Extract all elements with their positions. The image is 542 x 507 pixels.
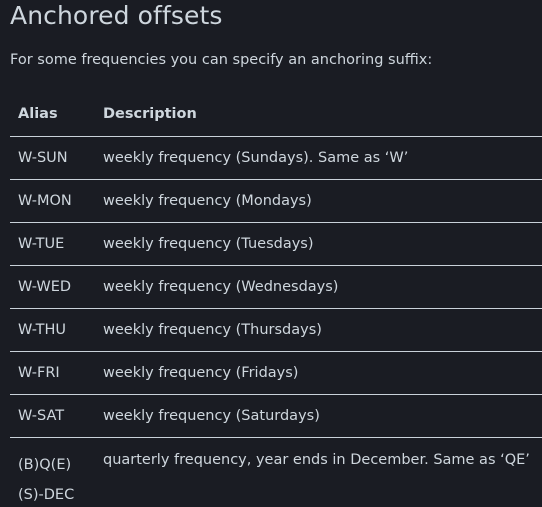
table-header-row: Alias Description xyxy=(10,92,542,137)
alias-cell: W-MON xyxy=(10,179,95,223)
description-cell: quarterly frequency, year ends in Decemb… xyxy=(103,452,530,468)
description-cell: weekly frequency (Saturdays) xyxy=(95,394,542,438)
alias-cell: (B)Q(E) (S)-DEC xyxy=(10,438,95,507)
description-cell: weekly frequency (Tuesdays) xyxy=(95,222,542,266)
description-column-header: Description xyxy=(95,92,542,137)
description-cell: weekly frequency (Sundays). Same as ‘W’ xyxy=(95,136,542,180)
table-row: W-SAT weekly frequency (Saturdays) xyxy=(10,394,542,438)
description-cell: weekly frequency (Fridays) xyxy=(95,351,542,395)
intro-text: For some frequencies you can specify an … xyxy=(10,52,433,68)
table-row: W-MON weekly frequency (Mondays) xyxy=(10,179,542,223)
alias-cell: W-TUE xyxy=(10,222,95,266)
alias-column-header: Alias xyxy=(10,92,95,137)
description-cell: weekly frequency (Wednesdays) xyxy=(95,265,542,309)
alias-cell: W-SAT xyxy=(10,394,95,438)
description-cell: weekly frequency (Mondays) xyxy=(95,179,542,223)
table-row: W-WED weekly frequency (Wednesdays) xyxy=(10,265,542,309)
alias-cell: W-WED xyxy=(10,265,95,309)
description-cell: weekly frequency (Thursdays) xyxy=(95,308,542,352)
table-row: W-FRI weekly frequency (Fridays) xyxy=(10,351,542,395)
table-row: (B)Q(E) (S)-DEC quarterly frequency, yea… xyxy=(10,438,542,507)
section-title: Anchored offsets xyxy=(10,1,223,30)
table-row: W-TUE weekly frequency (Tuesdays) xyxy=(10,222,542,266)
table-row: W-SUN weekly frequency (Sundays). Same a… xyxy=(10,136,542,180)
alias-line: (S)-DEC xyxy=(18,487,75,503)
alias-cell: W-SUN xyxy=(10,136,95,180)
alias-cell: W-THU xyxy=(10,308,95,352)
alias-cell: W-FRI xyxy=(10,351,95,395)
alias-line: (B)Q(E) xyxy=(18,457,72,473)
table-row: W-THU weekly frequency (Thursdays) xyxy=(10,308,542,352)
anchored-offsets-table: Alias Description W-SUN weekly frequency… xyxy=(10,92,542,507)
